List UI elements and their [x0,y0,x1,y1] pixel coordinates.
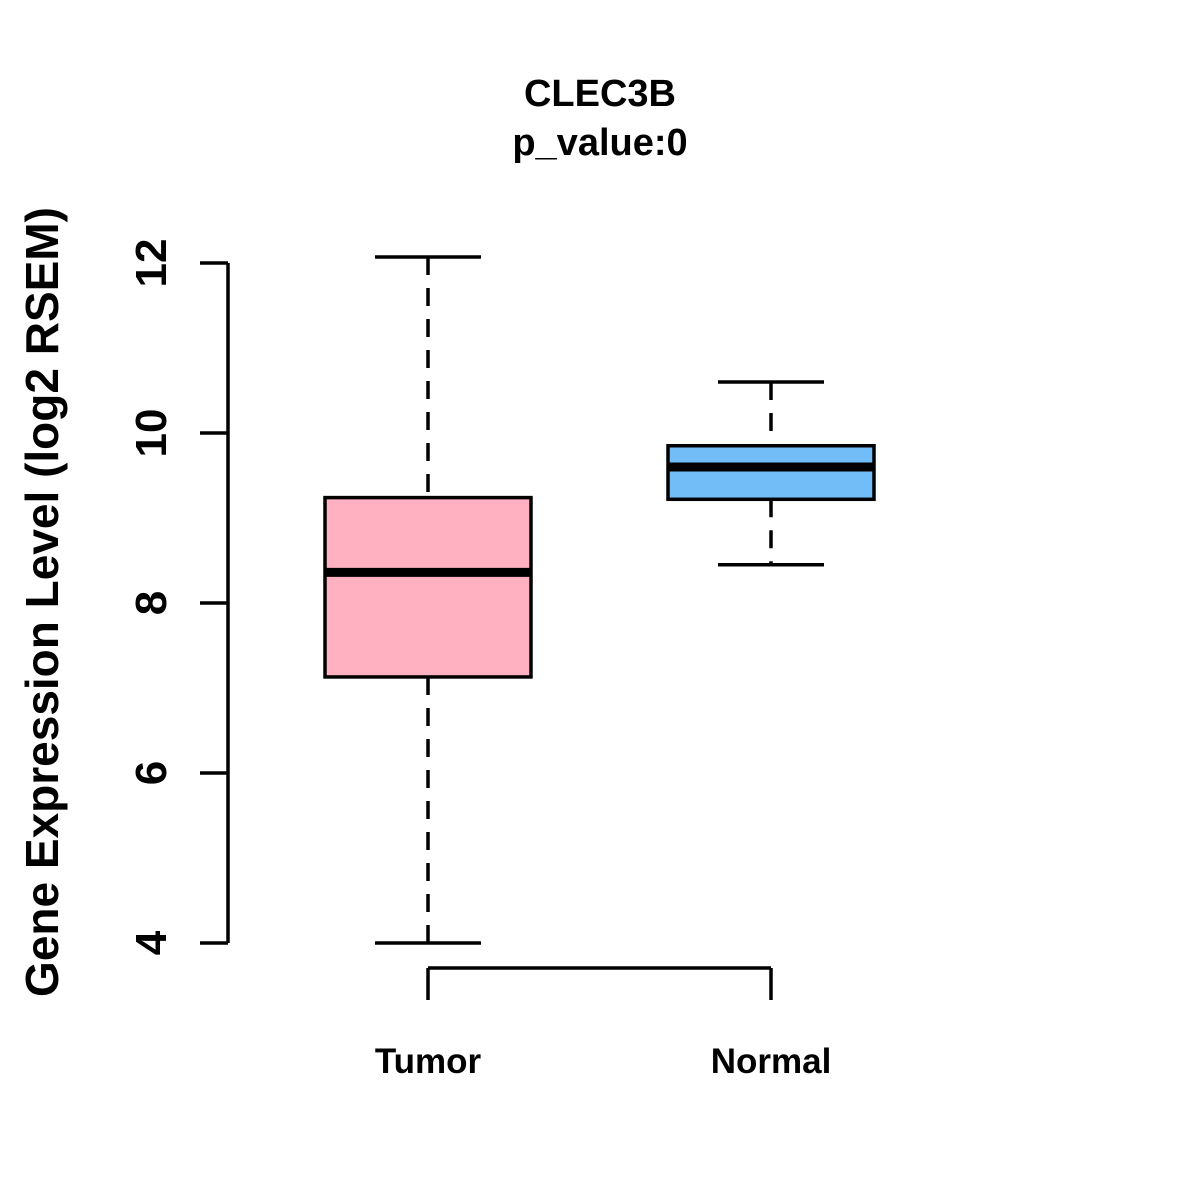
x-category-label-tumor: Tumor [375,1042,482,1081]
y-tick-label-12: 12 [127,239,176,288]
tumor-box [323,495,533,679]
y-tick-label-8: 8 [127,591,176,615]
plot-layer: 4 6 8 10 12 Tumor Normal [127,239,876,1081]
y-tick-label-6: 6 [127,761,176,785]
chart-subtitle: p_value:0 [512,122,687,164]
x-category-label-normal: Normal [711,1042,832,1081]
chart-title: CLEC3B [524,73,676,115]
y-tick-label-4: 4 [127,930,176,955]
y-tick-label-10: 10 [127,409,176,458]
y-axis-label: Gene Expression Level (log2 RSEM) [16,207,68,997]
normal-box [666,444,876,502]
